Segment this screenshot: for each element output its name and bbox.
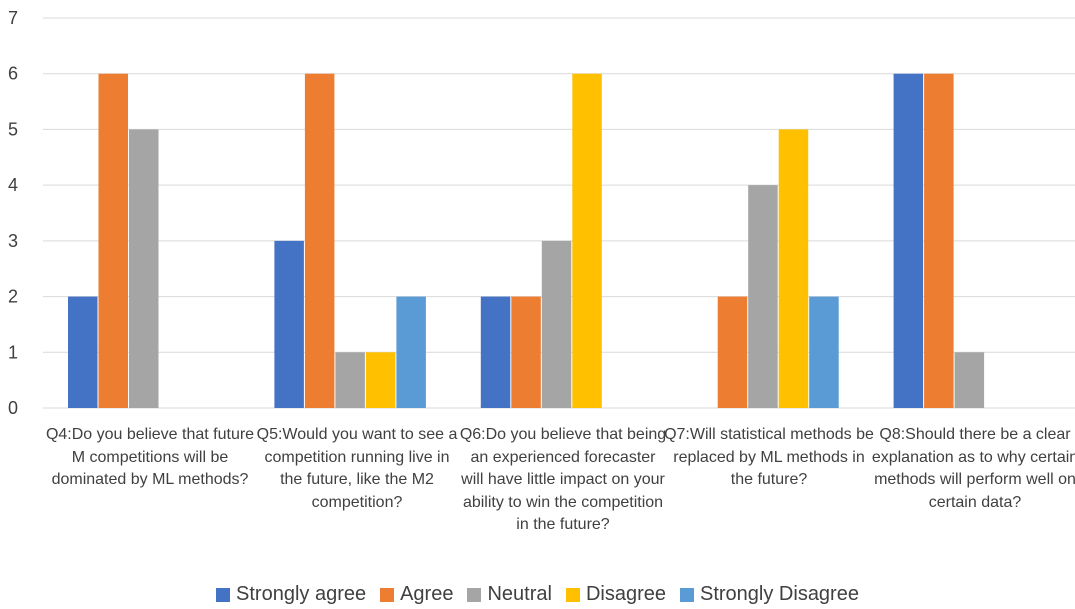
x-tick-label: Q5:Would you want to see a competition r… xyxy=(256,426,458,511)
legend: Strongly agree Agree Neutral Disagree Strong… xyxy=(0,583,1075,606)
y-tick-label: 3 xyxy=(8,231,18,251)
legend-swatch xyxy=(680,587,694,602)
legend-label: Strongly Disagree xyxy=(700,583,859,605)
legend-swatch xyxy=(380,587,395,602)
legend-swatch xyxy=(216,587,231,602)
bar xyxy=(809,296,839,408)
bar xyxy=(480,296,511,408)
bar xyxy=(396,296,426,408)
x-tick-label: Q7:Will statistical methods be replaced … xyxy=(664,426,874,489)
bar xyxy=(924,73,954,408)
legend-item: Strongly agree xyxy=(216,583,366,606)
y-tick-label: 2 xyxy=(8,287,18,307)
bar xyxy=(274,240,304,408)
y-tick-label: 0 xyxy=(8,398,18,418)
bar xyxy=(68,296,98,408)
legend-label: Strongly agree xyxy=(236,583,367,605)
bar xyxy=(572,73,602,408)
legend-label: Agree xyxy=(400,583,454,605)
bar xyxy=(98,73,128,408)
bar xyxy=(893,73,924,408)
bars xyxy=(68,73,985,408)
legend-label: Neutral xyxy=(487,583,552,605)
bar xyxy=(335,352,365,408)
x-tick-label: Q4:Do you believe that future M competit… xyxy=(45,426,255,489)
x-tick-label: Q6:Do you believe that being an experien… xyxy=(459,426,667,534)
bar xyxy=(129,129,159,408)
bar xyxy=(778,129,809,408)
legend-item: Neutral xyxy=(467,583,552,606)
bar xyxy=(717,296,748,408)
y-tick-label: 4 xyxy=(8,175,18,195)
legend-label: Disagree xyxy=(585,583,666,605)
y-axis: 0 1 2 3 4 5 6 7 xyxy=(8,8,18,418)
x-tick-label: Q8:Should there be a clear explanation a… xyxy=(871,426,1075,511)
legend-swatch xyxy=(565,587,580,602)
y-tick-label: 6 xyxy=(8,64,18,84)
bar xyxy=(541,240,572,408)
bar xyxy=(511,296,541,408)
y-tick-label: 1 xyxy=(8,342,18,362)
legend-item: Disagree xyxy=(565,583,666,606)
y-tick-label: 7 xyxy=(8,8,18,28)
bar xyxy=(954,352,985,408)
bar xyxy=(748,185,778,408)
bar xyxy=(304,73,335,408)
legend-item: Agree xyxy=(380,583,453,606)
y-tick-label: 5 xyxy=(8,119,18,139)
legend-item: Strongly Disagree xyxy=(680,583,859,606)
legend-swatch xyxy=(467,587,482,602)
bar xyxy=(365,352,396,408)
